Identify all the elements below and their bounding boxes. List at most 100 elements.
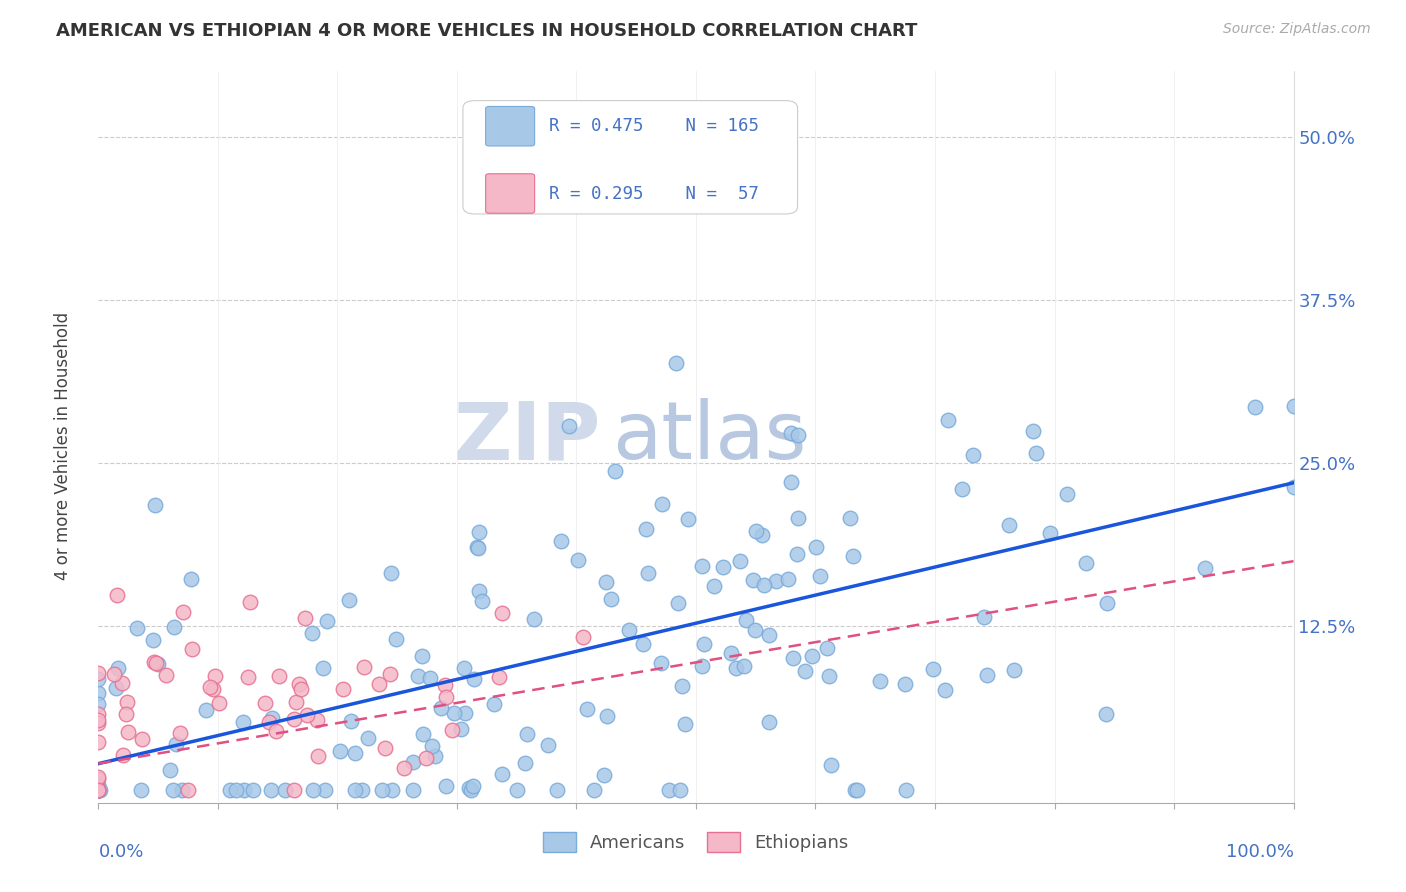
Point bbox=[537, 739, 560, 753]
Point bbox=[406, 669, 429, 683]
Point bbox=[839, 510, 862, 524]
Point bbox=[815, 640, 838, 655]
Point bbox=[380, 667, 402, 681]
FancyBboxPatch shape bbox=[485, 174, 534, 213]
Text: ZIP: ZIP bbox=[453, 398, 600, 476]
Point bbox=[307, 714, 329, 728]
Text: R = 0.475    N = 165: R = 0.475 N = 165 bbox=[548, 117, 759, 136]
Point bbox=[728, 554, 751, 568]
Point bbox=[87, 782, 110, 797]
Point bbox=[962, 448, 984, 462]
Point bbox=[301, 625, 323, 640]
Point bbox=[302, 782, 325, 797]
Point bbox=[146, 657, 169, 671]
Point bbox=[818, 669, 841, 683]
Point bbox=[1094, 707, 1116, 722]
Point bbox=[332, 681, 354, 696]
Point bbox=[558, 418, 581, 433]
Text: Source: ZipAtlas.com: Source: ZipAtlas.com bbox=[1223, 22, 1371, 37]
Point bbox=[419, 672, 441, 686]
Point bbox=[671, 679, 693, 693]
Point bbox=[104, 681, 127, 696]
Point bbox=[516, 727, 538, 741]
Point bbox=[605, 464, 627, 478]
Point bbox=[111, 675, 134, 690]
Point bbox=[107, 661, 129, 675]
Point bbox=[87, 770, 110, 784]
Point bbox=[806, 540, 828, 554]
Point bbox=[842, 549, 865, 563]
Point bbox=[973, 610, 995, 624]
Point bbox=[463, 672, 485, 686]
Point bbox=[1021, 424, 1043, 438]
Point bbox=[87, 782, 110, 797]
Point bbox=[780, 475, 803, 489]
Point bbox=[506, 782, 529, 797]
Point bbox=[633, 637, 655, 651]
Text: AMERICAN VS ETHIOPIAN 4 OR MORE VEHICLES IN HOUSEHOLD CORRELATION CHART: AMERICAN VS ETHIOPIAN 4 OR MORE VEHICLES… bbox=[56, 22, 918, 40]
Point bbox=[89, 782, 111, 797]
Point bbox=[357, 731, 380, 745]
Point bbox=[513, 756, 536, 770]
Point bbox=[453, 661, 475, 675]
Text: atlas: atlas bbox=[613, 398, 807, 476]
Point bbox=[650, 657, 672, 671]
Point bbox=[87, 672, 110, 686]
Point bbox=[254, 696, 277, 710]
Point bbox=[87, 782, 110, 797]
Point bbox=[411, 648, 433, 663]
Point bbox=[430, 700, 453, 714]
Point bbox=[87, 782, 110, 797]
Point bbox=[754, 578, 776, 592]
Point bbox=[765, 574, 787, 588]
Point bbox=[820, 758, 842, 772]
Point bbox=[87, 698, 110, 712]
Point bbox=[402, 756, 425, 770]
Point bbox=[273, 782, 295, 797]
Point bbox=[787, 428, 810, 442]
Point bbox=[368, 676, 391, 690]
Point bbox=[976, 667, 998, 681]
Point bbox=[1095, 596, 1118, 610]
Point bbox=[676, 512, 699, 526]
Point bbox=[780, 426, 803, 441]
Point bbox=[600, 591, 623, 606]
Point bbox=[285, 695, 308, 709]
Point bbox=[433, 678, 456, 692]
Point bbox=[894, 676, 917, 690]
Point bbox=[87, 714, 110, 728]
Point bbox=[666, 596, 689, 610]
Point bbox=[208, 696, 231, 710]
Point bbox=[380, 566, 402, 580]
Point bbox=[593, 768, 616, 782]
Point bbox=[311, 661, 333, 675]
Point bbox=[236, 669, 259, 683]
Point bbox=[420, 739, 443, 753]
Point bbox=[219, 782, 242, 797]
Point bbox=[384, 632, 406, 646]
Point bbox=[127, 621, 149, 635]
Point bbox=[283, 712, 305, 726]
Point bbox=[415, 751, 437, 765]
Point bbox=[87, 716, 110, 731]
Point bbox=[436, 690, 458, 704]
FancyBboxPatch shape bbox=[485, 106, 534, 146]
Point bbox=[595, 575, 617, 590]
Point bbox=[1002, 663, 1025, 677]
Point bbox=[711, 560, 734, 574]
Point bbox=[894, 782, 917, 797]
Legend: Americans, Ethiopians: Americans, Ethiopians bbox=[536, 825, 856, 860]
Point bbox=[225, 782, 247, 797]
Point bbox=[725, 661, 748, 675]
Point bbox=[491, 607, 513, 621]
Point bbox=[381, 782, 404, 797]
Point bbox=[159, 763, 181, 777]
Point bbox=[204, 668, 226, 682]
Point bbox=[115, 695, 138, 709]
Point bbox=[181, 641, 204, 656]
Point bbox=[575, 702, 598, 716]
Point bbox=[295, 708, 318, 723]
Point bbox=[143, 655, 166, 669]
Point bbox=[690, 659, 713, 673]
Point bbox=[307, 748, 329, 763]
